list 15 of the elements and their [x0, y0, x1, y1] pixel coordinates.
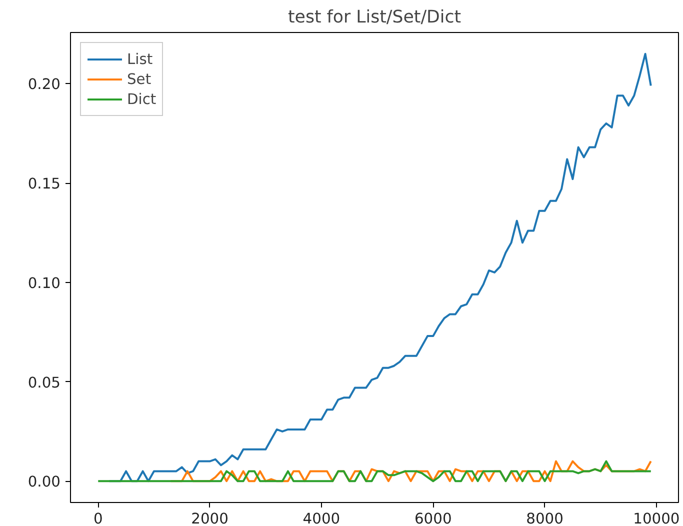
- y-tick-label: 0.20: [28, 76, 61, 94]
- y-tick-label: 0.15: [28, 176, 61, 193]
- x-tick-label: 4000: [302, 510, 340, 526]
- legend-label: Set: [127, 70, 152, 88]
- legend-label: Dict: [127, 90, 156, 108]
- x-tick-label: 10000: [633, 510, 680, 526]
- x-tick-label: 8000: [526, 510, 564, 526]
- x-tick-label: 2000: [191, 510, 228, 526]
- y-tick-label: 0.00: [28, 474, 61, 491]
- y-tick-label: 0.05: [28, 374, 61, 392]
- legend-label: List: [127, 50, 153, 68]
- y-tick-label: 0.10: [28, 274, 61, 292]
- chart-title: test for List/Set/Dict: [288, 8, 462, 28]
- x-tick-label: 6000: [414, 510, 452, 526]
- x-tick-label: 0: [93, 510, 103, 526]
